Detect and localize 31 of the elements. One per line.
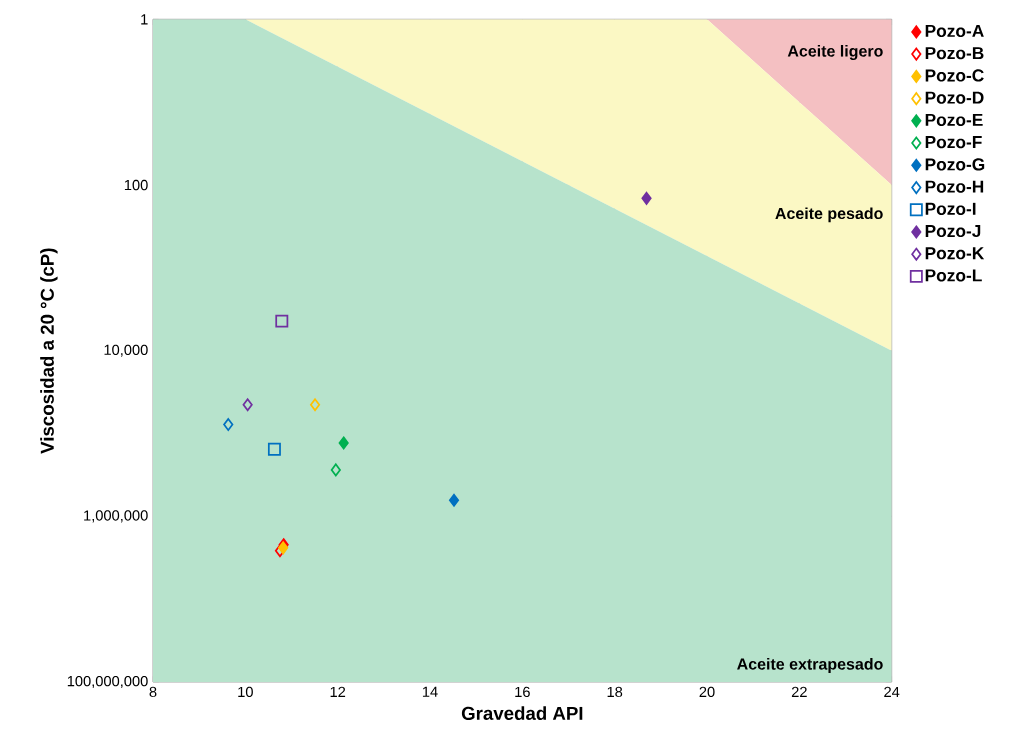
- x-tick-label: 18: [607, 686, 623, 698]
- legend-label: Pozo-F: [925, 136, 982, 149]
- legend-label: Pozo-G: [925, 158, 985, 171]
- legend-label: Pozo-I: [925, 202, 976, 215]
- annotation: Aceite extrapesado: [737, 658, 883, 673]
- legend-label: Pozo-B: [925, 47, 984, 60]
- x-tick-label: 22: [791, 686, 807, 697]
- x-tick-label: 24: [884, 686, 900, 697]
- y-tick-label: 100: [124, 179, 148, 191]
- x-axis-title: Gravedad API: [461, 706, 583, 720]
- y-tick-label: 1: [141, 14, 148, 25]
- y-tick-label: 1,000,000: [84, 510, 148, 523]
- x-tick-label: 14: [422, 686, 438, 697]
- y-axis-title: Viscosidad a 20 °C (cP): [40, 248, 58, 454]
- x-tick-label: 10: [238, 686, 253, 698]
- annotation: Aceite pesado: [775, 207, 883, 223]
- x-tick-label: 8: [149, 686, 157, 698]
- annotation: Aceite ligero: [787, 44, 883, 60]
- y-tick-label: 10,000: [104, 344, 148, 357]
- x-tick-label: 16: [515, 686, 530, 698]
- legend-label: Pozo-D: [925, 91, 984, 104]
- legend-label: Pozo-H: [925, 180, 984, 193]
- legend-label: Pozo-A: [925, 24, 984, 38]
- legend-label: Pozo-C: [925, 69, 984, 82]
- legend-label: Pozo-J: [925, 225, 981, 238]
- legend-label: Pozo-E: [925, 113, 983, 126]
- legend-label: Pozo-K: [925, 247, 985, 260]
- legend-label: Pozo-L: [925, 269, 982, 282]
- x-tick-label: 20: [699, 686, 715, 698]
- x-tick-label: 12: [330, 686, 346, 697]
- y-tick-label: 100,000,000: [67, 675, 148, 689]
